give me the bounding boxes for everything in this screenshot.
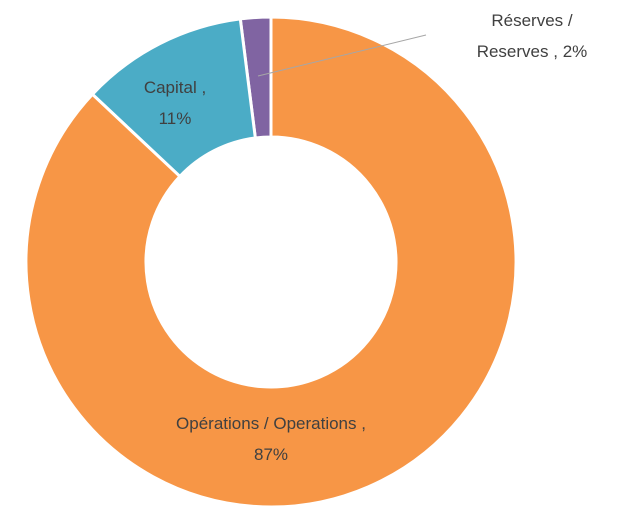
category: Capital: [143, 78, 197, 97]
data-label: Opérations / Operations , 87%: [111, 408, 431, 470]
separator: ,: [356, 414, 366, 433]
value-label: 11%: [158, 109, 192, 128]
slice: [24, 15, 518, 506]
data-label: Capital , 11%: [115, 72, 235, 134]
slice: [90, 17, 258, 179]
separator: ,: [196, 78, 207, 97]
category: Réserves / Reserves: [476, 11, 573, 61]
value-label: 87%: [253, 445, 289, 464]
value-label: 2%: [562, 42, 588, 61]
separator: ,: [548, 42, 558, 61]
category: Opérations / Operations: [176, 414, 357, 433]
data-label: Réserves / Reserves , 2%: [462, 5, 602, 67]
leader-line: [257, 34, 427, 77]
